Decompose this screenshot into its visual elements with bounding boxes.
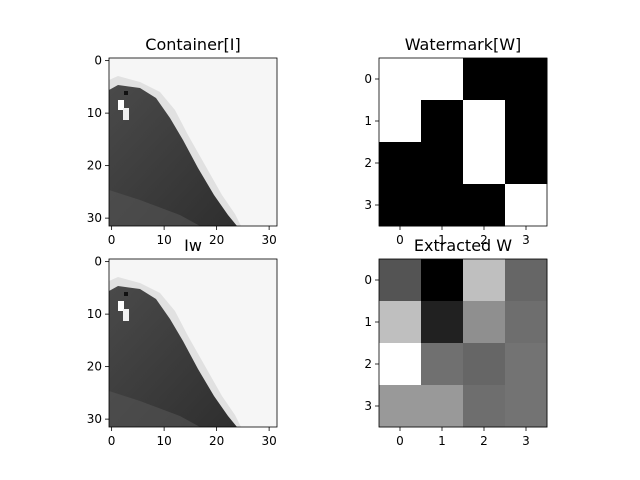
heatmap-cell bbox=[421, 301, 464, 344]
panel-container: Container[I] bbox=[108, 35, 278, 227]
heatmap-cell bbox=[421, 142, 464, 185]
heatmap-cell bbox=[421, 184, 464, 227]
heatmap-cell bbox=[421, 259, 464, 302]
y-tick-label: 0 bbox=[364, 72, 372, 86]
y-tick-label: 20 bbox=[87, 159, 102, 173]
y-tick-label: 1 bbox=[364, 114, 372, 128]
x-tick-label: 1 bbox=[438, 233, 446, 247]
y-tick-label: 3 bbox=[364, 198, 372, 212]
heatmap-cell bbox=[421, 100, 464, 143]
x-tick-label: 0 bbox=[396, 434, 404, 448]
heatmap-cell bbox=[379, 301, 422, 344]
heatmap-cell bbox=[505, 301, 548, 344]
heatmap-cell bbox=[379, 100, 422, 143]
x-tick-label: 0 bbox=[396, 233, 404, 247]
heatmap-cell bbox=[463, 100, 506, 143]
x-tick-label: 10 bbox=[156, 434, 171, 448]
heatmap-cell bbox=[463, 184, 506, 227]
heatmap-cell bbox=[505, 343, 548, 386]
heatmap-cell bbox=[463, 58, 506, 101]
x-tick-label: 3 bbox=[522, 233, 530, 247]
x-tick-label: 2 bbox=[480, 233, 488, 247]
image-iw bbox=[109, 259, 277, 427]
x-tick-label: 30 bbox=[261, 233, 276, 247]
axes-ticks: 0010102020303000112233001010202030300011… bbox=[87, 54, 530, 448]
y-tick-label: 3 bbox=[364, 399, 372, 413]
heatmap-cell bbox=[463, 301, 506, 344]
heatmap-cell bbox=[379, 58, 422, 101]
heatmap-cell bbox=[463, 343, 506, 386]
y-tick-label: 0 bbox=[94, 54, 102, 68]
heatmap-cell bbox=[379, 142, 422, 185]
panel-title: Container[I] bbox=[145, 35, 240, 54]
heatmap-cell bbox=[463, 142, 506, 185]
y-tick-label: 10 bbox=[87, 307, 102, 321]
y-tick-label: 2 bbox=[364, 156, 372, 170]
heatmap-cell bbox=[505, 259, 548, 302]
heatmap-extracted bbox=[379, 259, 548, 428]
heatmap-cell bbox=[463, 385, 506, 428]
heatmap-cell bbox=[421, 385, 464, 428]
heatmap-cell bbox=[505, 184, 548, 227]
y-tick-label: 2 bbox=[364, 357, 372, 371]
panel-title: Watermark[W] bbox=[405, 35, 522, 54]
y-tick-label: 0 bbox=[364, 273, 372, 287]
heatmap-cell bbox=[379, 259, 422, 302]
x-tick-label: 20 bbox=[209, 434, 224, 448]
x-tick-label: 2 bbox=[480, 434, 488, 448]
y-tick-label: 30 bbox=[87, 211, 102, 225]
y-tick-label: 30 bbox=[87, 412, 102, 426]
heatmap-cell bbox=[463, 259, 506, 302]
x-tick-label: 20 bbox=[209, 233, 224, 247]
heatmap-watermark bbox=[379, 58, 548, 227]
y-tick-label: 0 bbox=[94, 255, 102, 269]
heatmap-cell bbox=[421, 58, 464, 101]
x-tick-label: 30 bbox=[261, 434, 276, 448]
heatmap-cell bbox=[505, 142, 548, 185]
y-tick-label: 10 bbox=[87, 106, 102, 120]
y-tick-label: 1 bbox=[364, 315, 372, 329]
heatmap-cell bbox=[505, 100, 548, 143]
image-container bbox=[109, 58, 277, 226]
x-tick-label: 0 bbox=[108, 434, 116, 448]
heatmap-cell bbox=[379, 184, 422, 227]
panel-title: Extracted W bbox=[414, 236, 512, 255]
heatmap-cell bbox=[379, 385, 422, 428]
panel-watermark: Watermark[W] bbox=[378, 35, 548, 227]
panel-title: Iw bbox=[184, 236, 202, 255]
panel-extracted bbox=[378, 258, 548, 428]
x-tick-label: 0 bbox=[108, 233, 116, 247]
x-tick-label: 3 bbox=[522, 434, 530, 448]
heatmap-cell bbox=[505, 385, 548, 428]
x-tick-label: 1 bbox=[438, 434, 446, 448]
y-tick-label: 20 bbox=[87, 360, 102, 374]
heatmap-cell bbox=[421, 343, 464, 386]
x-tick-label: 10 bbox=[156, 233, 171, 247]
heatmap-cell bbox=[505, 58, 548, 101]
heatmap-cell bbox=[379, 343, 422, 386]
panel-iw: Iw bbox=[108, 236, 278, 428]
